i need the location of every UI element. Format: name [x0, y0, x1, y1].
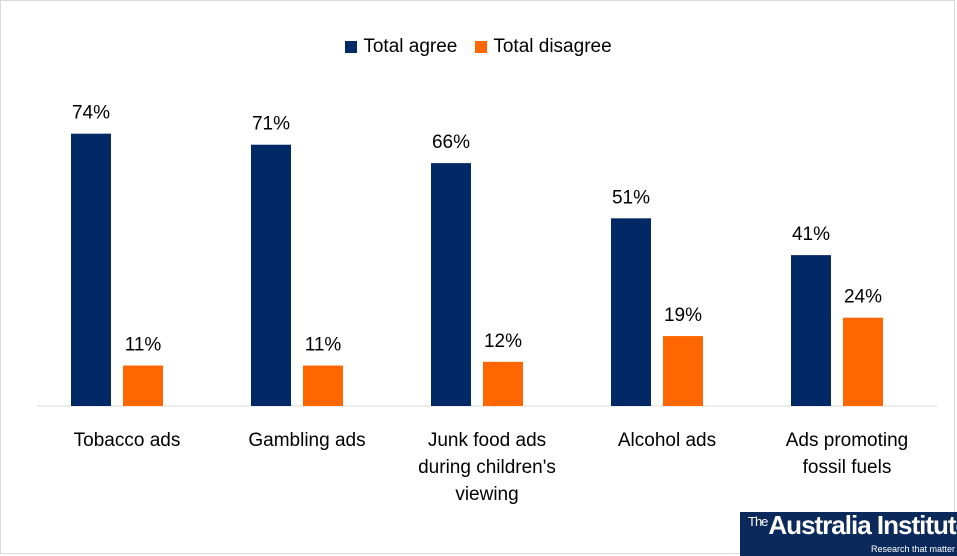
- bar-agree-0: [71, 133, 111, 406]
- bar-agree-2: [431, 163, 471, 406]
- category-label-2-line-2: viewing: [455, 484, 518, 505]
- category-label-2-line-1: during children's: [418, 457, 556, 478]
- legend-swatch-disagree: [475, 41, 488, 53]
- bar-disagree-1: [303, 365, 343, 406]
- bar-disagree-2: [483, 361, 523, 406]
- bar-disagree-3: [663, 336, 703, 406]
- data-label-agree-1: 71%: [252, 114, 290, 135]
- category-label-4-line-0: Ads promoting: [786, 430, 909, 451]
- legend-item-disagree: Total disagree: [475, 36, 612, 58]
- legend-item-agree: Total agree: [345, 36, 457, 58]
- bar-agree-3: [611, 218, 651, 406]
- legend-swatch-agree: [345, 41, 358, 53]
- category-label-3-line-0: Alcohol ads: [618, 430, 716, 451]
- bar-agree-4: [791, 255, 831, 406]
- category-label-1-line-0: Gambling ads: [248, 430, 365, 451]
- category-label-4-line-1: fossil fuels: [803, 457, 892, 478]
- data-label-disagree-2: 12%: [484, 331, 522, 352]
- bar-agree-1: [251, 144, 291, 406]
- data-label-disagree-3: 19%: [664, 305, 702, 326]
- australia-institute-logo: TheAustralia Institute Research that mat…: [740, 510, 957, 556]
- category-label-2-line-0: Junk food ads: [428, 430, 546, 451]
- data-label-disagree-0: 11%: [125, 335, 162, 356]
- data-label-agree-0: 74%: [72, 103, 110, 124]
- legend-label-agree: Total agree: [363, 36, 458, 57]
- data-label-agree-4: 41%: [792, 224, 830, 245]
- data-label-agree-3: 51%: [612, 187, 650, 208]
- category-label-0-line-0: Tobacco ads: [74, 430, 181, 451]
- legend-label-disagree: Total disagree: [493, 36, 612, 57]
- chart-legend: Total agree Total disagree: [0, 36, 957, 58]
- bar-disagree-4: [843, 317, 883, 406]
- bar-disagree-0: [123, 365, 163, 406]
- data-label-disagree-4: 24%: [844, 287, 882, 308]
- data-label-disagree-1: 11%: [305, 335, 342, 356]
- data-label-agree-2: 66%: [432, 132, 470, 153]
